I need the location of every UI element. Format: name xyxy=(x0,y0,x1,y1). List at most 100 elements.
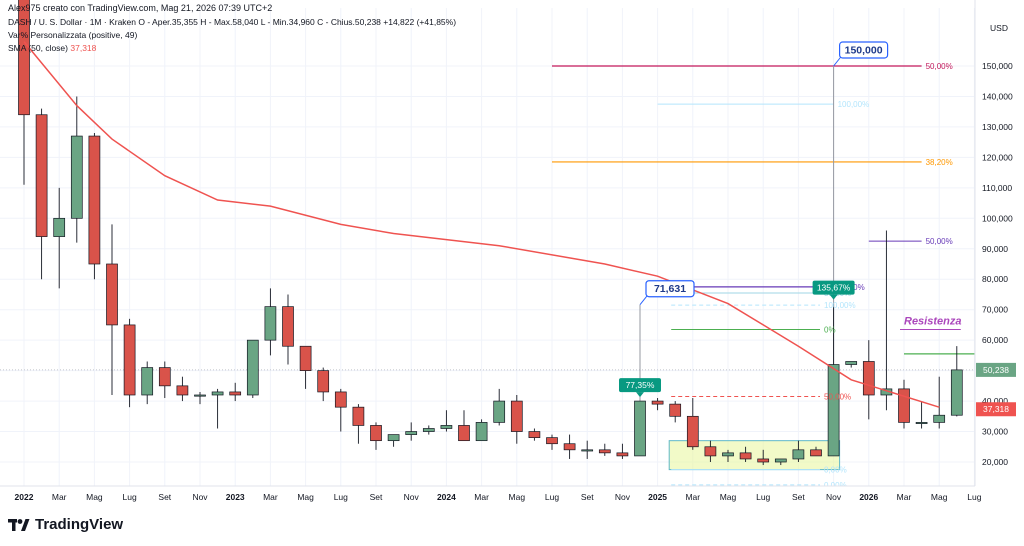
candle-body xyxy=(810,449,822,457)
candle-body xyxy=(528,431,541,438)
candle xyxy=(510,394,523,444)
candle-body xyxy=(440,425,453,429)
gain-flag-1: 77,35% xyxy=(619,378,661,398)
candle xyxy=(352,404,365,444)
candle-body xyxy=(475,422,488,442)
candle-body xyxy=(563,443,576,451)
x-tick-label: 2025 xyxy=(648,492,667,502)
x-tick-label: Nov xyxy=(192,492,208,502)
ohlc-legend[interactable]: DASH / U. S. Dollar · 1M · Kraken O - Ap… xyxy=(8,17,457,27)
x-tick-label: Mar xyxy=(474,492,489,502)
y-tick-label: 40,000 xyxy=(982,396,1008,406)
x-tick-label: Nov xyxy=(826,492,842,502)
candle xyxy=(282,294,294,365)
candle xyxy=(18,0,30,185)
candle-body xyxy=(123,324,136,396)
candle-body xyxy=(176,385,189,396)
sma-legend-name: SMA (50, close) xyxy=(8,43,68,53)
candle xyxy=(651,398,664,411)
brand-name: TradingView xyxy=(35,516,124,533)
fib-level-label: 50,00% xyxy=(926,237,953,246)
candle-body xyxy=(915,422,928,424)
candle xyxy=(880,230,893,411)
y-tick-label: 80,000 xyxy=(982,274,1008,284)
candle xyxy=(722,449,734,462)
gain-flag-pointer xyxy=(636,392,644,398)
price-axis[interactable]: USD20,00030,00040,00050,00060,00070,0008… xyxy=(974,0,1016,486)
candle xyxy=(387,434,400,447)
candle xyxy=(158,361,171,399)
candle-body xyxy=(651,400,664,405)
callout-box xyxy=(645,280,695,298)
x-tick-label: Set xyxy=(158,492,171,502)
publisher-line: Alex975 creato con TradingView.com, Mag … xyxy=(8,3,273,13)
candle-body xyxy=(35,114,48,237)
candle xyxy=(915,401,928,429)
indicator-var-legend[interactable]: Var% Personalizzata (positive, 49) xyxy=(8,30,138,40)
candle-body xyxy=(370,425,382,442)
candle xyxy=(176,376,189,402)
x-tick-label: Mag xyxy=(931,492,948,502)
x-tick-label: Mag xyxy=(509,492,526,502)
candle-body xyxy=(933,414,946,423)
candle-body xyxy=(211,391,224,396)
candle-body xyxy=(229,391,242,396)
candle xyxy=(757,449,770,466)
candle-body xyxy=(53,217,66,237)
candle-body xyxy=(141,367,154,396)
fib-sub-label: 0,00% xyxy=(824,466,847,475)
candle xyxy=(440,410,453,432)
candle xyxy=(194,391,206,405)
x-tick-label: Mar xyxy=(897,492,912,502)
candle-body xyxy=(792,449,805,460)
candle-body xyxy=(669,403,682,417)
tradingview-brand[interactable]: TradingView xyxy=(8,516,123,533)
fib-sub-label: 50,00% xyxy=(824,393,851,402)
y-tick-label: 140,000 xyxy=(982,91,1013,101)
candle-body xyxy=(18,0,30,116)
candle xyxy=(370,422,382,450)
candle xyxy=(598,443,611,456)
price-callout-1: 71,631 xyxy=(639,280,695,306)
candle-body xyxy=(282,306,294,347)
candle-body xyxy=(422,428,435,432)
y-tick-label: 70,000 xyxy=(982,305,1008,315)
candle-body xyxy=(774,458,787,463)
y-tick-label: 120,000 xyxy=(982,152,1013,162)
candle-body xyxy=(88,135,101,265)
candle-body xyxy=(722,452,734,457)
candle xyxy=(634,400,646,457)
indicator-sma-legend[interactable]: SMA (50, close) 37,318 xyxy=(8,43,96,53)
sma-series xyxy=(23,41,940,408)
candle xyxy=(774,458,787,466)
candle-body xyxy=(616,452,629,457)
candle-body xyxy=(845,361,858,365)
candle-body xyxy=(405,431,418,435)
candle xyxy=(35,108,48,280)
x-tick-label: Mar xyxy=(52,492,67,502)
candle-body xyxy=(704,446,717,457)
candle xyxy=(299,345,312,389)
candle-body xyxy=(757,458,770,463)
x-tick-label: Mar xyxy=(685,492,700,502)
gain-flag-pointer xyxy=(829,294,838,300)
x-tick-label: Lug xyxy=(334,492,348,502)
candle-body xyxy=(581,449,594,452)
gain-flag-label: 77,35% xyxy=(626,380,655,390)
price-label-text: 50,238 xyxy=(983,365,1009,375)
candle-body xyxy=(598,449,611,454)
candle-body xyxy=(634,400,646,457)
candle xyxy=(528,428,541,441)
x-tick-label: Nov xyxy=(615,492,631,502)
candle xyxy=(264,288,277,356)
candle-body xyxy=(546,437,558,445)
x-tick-label: Mag xyxy=(720,492,737,502)
candle xyxy=(458,410,470,442)
fib-level-label: 100,00% xyxy=(838,100,870,109)
y-tick-label: 60,000 xyxy=(982,335,1008,345)
fib-level-label: 38,20% xyxy=(926,158,953,167)
candle xyxy=(827,303,840,457)
time-axis[interactable]: 2022 Mar Mag Lug Set Nov 2023 Mar Mag Lug Set Nov 20… xyxy=(0,485,982,502)
candle-body xyxy=(458,425,470,442)
